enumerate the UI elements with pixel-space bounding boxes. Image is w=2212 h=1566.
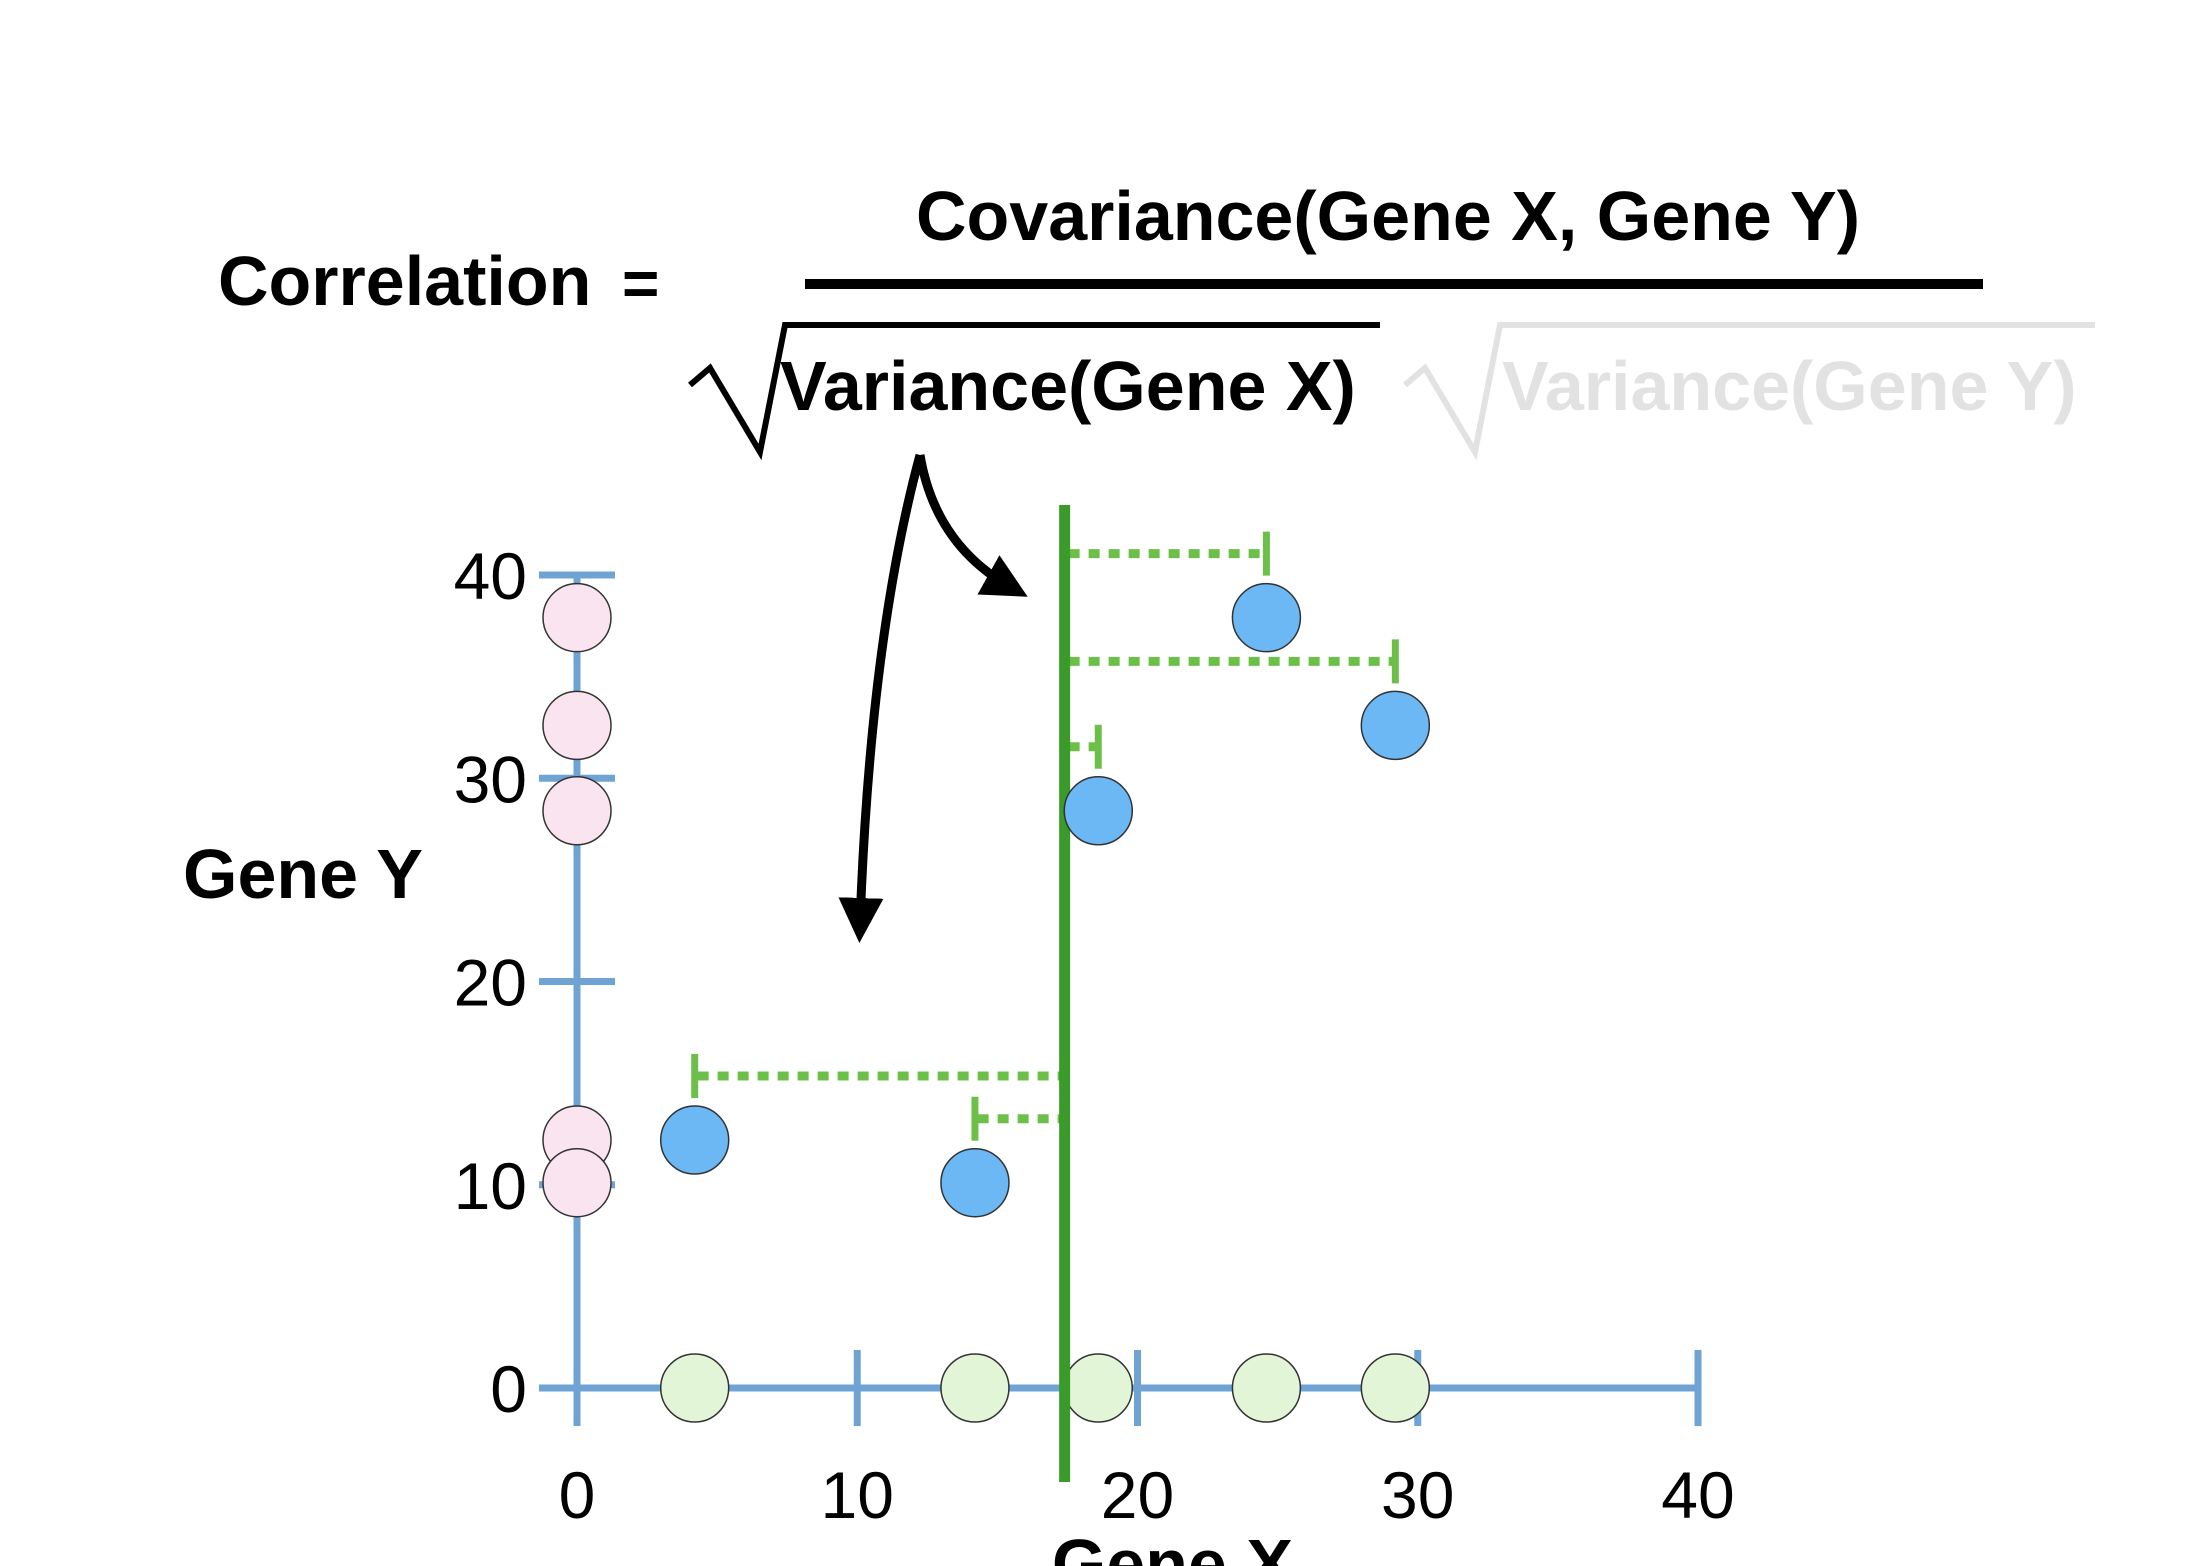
arrow-down-left [838, 453, 925, 943]
x-axis-title: Gene X [1052, 1525, 1294, 1566]
x-projection-point [1360, 1353, 1431, 1423]
x-tick-label: 10 [821, 1458, 894, 1532]
data-point [659, 1105, 730, 1175]
correlation-formula: Correlation = Covariance(Gene X, Gene Y)… [218, 177, 2095, 461]
data-points [659, 582, 1431, 1218]
sqrt-symbol-right [1403, 322, 2095, 461]
data-point [1360, 690, 1431, 761]
data-point [1063, 776, 1134, 846]
y-tick-label: 30 [454, 742, 527, 816]
y-axis-title: Gene Y [183, 835, 423, 913]
y-projection-point [542, 776, 612, 846]
formula-equals: = [622, 247, 659, 319]
x-projection-point [940, 1353, 1010, 1423]
formula-lhs: Correlation [218, 242, 591, 320]
axis-labels: Gene X Gene Y [183, 835, 1293, 1566]
y-projection-point [542, 582, 612, 653]
formula-variance-x: Variance(Gene X) [780, 347, 1356, 425]
y-tick-label: 10 [454, 1149, 527, 1223]
x-tick-label: 20 [1101, 1458, 1174, 1532]
x-tick-label: 30 [1381, 1458, 1454, 1532]
formula-variance-y: Variance(Gene Y) [1502, 347, 2077, 425]
axis-projections [542, 582, 1431, 1423]
axes: 0 10 20 30 40 0 10 20 30 40 [454, 539, 1735, 1532]
data-point [940, 1147, 1010, 1218]
x-tick-label: 40 [1661, 1458, 1734, 1532]
deviation-lines [691, 531, 1399, 1141]
x-projection-point [1231, 1353, 1302, 1423]
x-projection-point [659, 1353, 730, 1423]
y-projection-point [542, 690, 612, 761]
y-tick-label: 40 [454, 539, 527, 613]
y-tick-label: 0 [490, 1352, 527, 1426]
x-projection-point [1063, 1353, 1134, 1423]
y-tick-label: 20 [454, 946, 527, 1020]
x-tick-label: 0 [559, 1458, 596, 1532]
arrow-to-mean-line [915, 454, 1028, 597]
data-point [1231, 582, 1302, 653]
formula-numerator: Covariance(Gene X, Gene Y) [916, 177, 1860, 255]
sqrt-symbol-left [688, 322, 1380, 461]
y-projection-point [542, 1147, 612, 1218]
